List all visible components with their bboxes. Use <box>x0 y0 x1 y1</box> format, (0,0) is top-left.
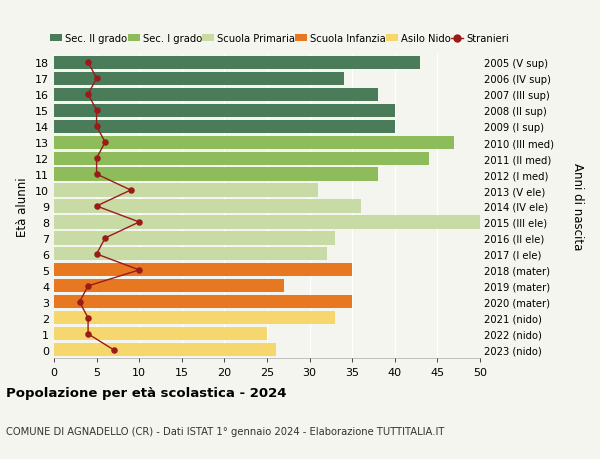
Point <box>92 75 101 83</box>
Point <box>100 139 110 146</box>
Bar <box>54 73 344 85</box>
Point <box>83 314 93 322</box>
Bar <box>54 264 352 277</box>
Point <box>92 251 101 258</box>
Point <box>83 283 93 290</box>
Point <box>92 171 101 179</box>
Bar <box>54 216 480 229</box>
Bar <box>54 232 335 245</box>
Bar <box>54 89 378 101</box>
Legend: Sec. II grado, Sec. I grado, Scuola Primaria, Scuola Infanzia, Asilo Nido, Stran: Sec. II grado, Sec. I grado, Scuola Prim… <box>50 34 509 44</box>
Bar <box>54 296 352 309</box>
Point <box>83 59 93 67</box>
Point <box>134 219 144 226</box>
Bar <box>54 312 335 325</box>
Bar <box>54 184 318 197</box>
Bar <box>54 136 454 149</box>
Bar <box>54 120 395 134</box>
Y-axis label: Età alunni: Età alunni <box>16 177 29 236</box>
Point <box>134 267 144 274</box>
Point <box>92 203 101 210</box>
Bar <box>54 280 284 293</box>
Bar <box>54 200 361 213</box>
Bar <box>54 328 267 341</box>
Text: Popolazione per età scolastica - 2024: Popolazione per età scolastica - 2024 <box>6 386 287 399</box>
Point <box>92 107 101 115</box>
Point <box>75 298 85 306</box>
Bar <box>54 343 275 357</box>
Point <box>126 187 136 194</box>
Point <box>109 347 118 354</box>
Point <box>100 235 110 242</box>
Bar <box>54 248 326 261</box>
Point <box>92 123 101 130</box>
Bar <box>54 104 395 118</box>
Point <box>92 155 101 162</box>
Bar <box>54 152 429 165</box>
Point <box>83 330 93 338</box>
Y-axis label: Anni di nascita: Anni di nascita <box>571 163 584 250</box>
Bar <box>54 168 378 181</box>
Text: COMUNE DI AGNADELLO (CR) - Dati ISTAT 1° gennaio 2024 - Elaborazione TUTTITALIA.: COMUNE DI AGNADELLO (CR) - Dati ISTAT 1°… <box>6 426 445 436</box>
Point <box>83 91 93 99</box>
Bar <box>54 56 421 70</box>
